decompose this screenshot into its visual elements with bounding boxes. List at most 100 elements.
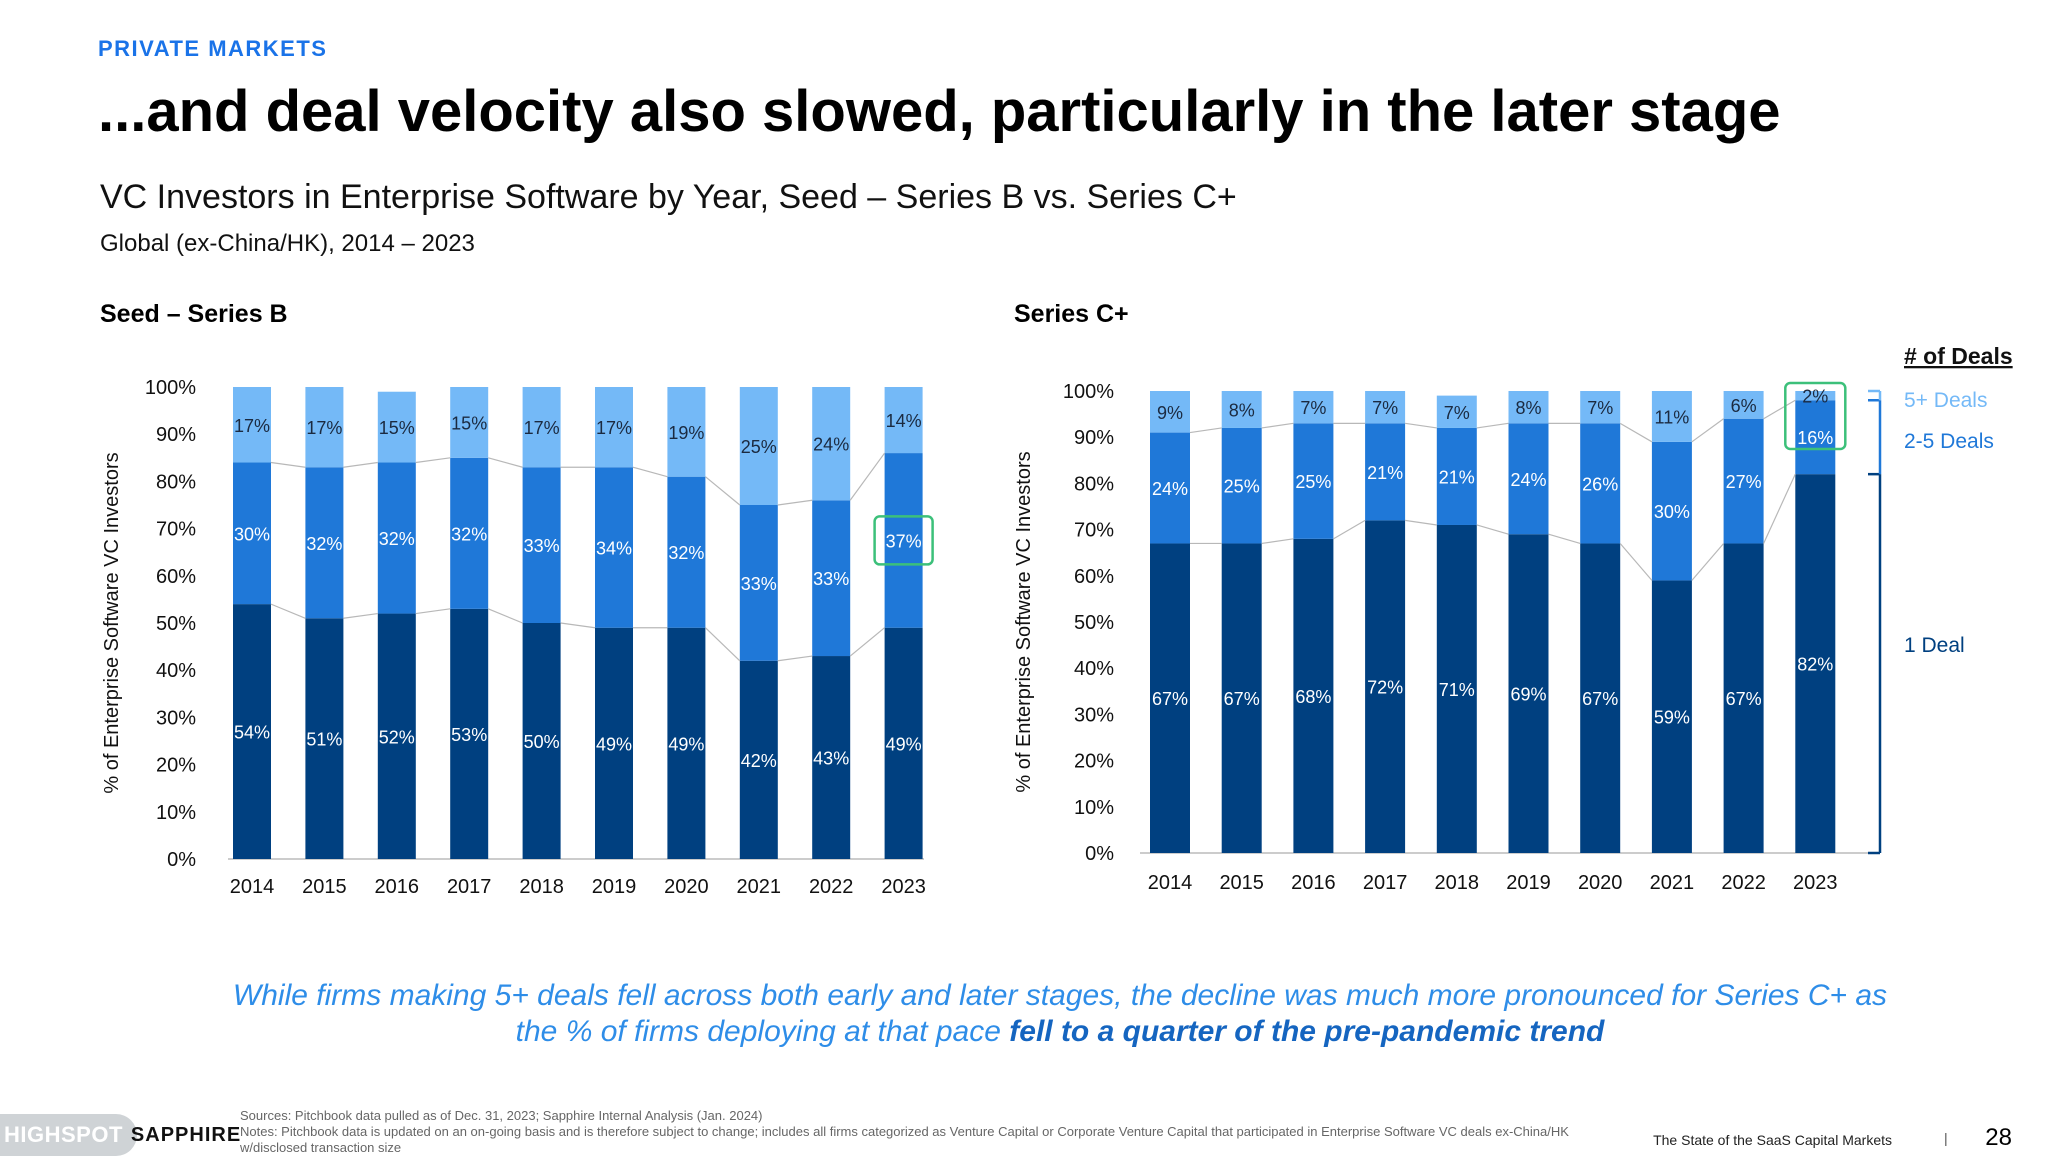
bar-segment-5-deals bbox=[1293, 391, 1334, 424]
data-label: 25% bbox=[1295, 472, 1331, 492]
data-label: 49% bbox=[886, 734, 922, 754]
y-tick-label: 20% bbox=[1074, 751, 1114, 773]
data-label: 2% bbox=[1802, 387, 1828, 407]
x-tick-label: 2014 bbox=[230, 876, 275, 898]
connector-line bbox=[1548, 533, 1581, 545]
bar-segment-2-5-deals bbox=[1365, 423, 1406, 521]
data-label: 33% bbox=[524, 536, 560, 556]
connector-line bbox=[777, 499, 813, 506]
connector-line bbox=[705, 476, 741, 506]
data-label: 6% bbox=[1731, 396, 1757, 416]
x-tick-label: 2015 bbox=[302, 876, 347, 898]
bar-segment-2-5-deals bbox=[1723, 418, 1764, 544]
connector-line bbox=[704, 627, 741, 662]
bar-segment-1-deal bbox=[1795, 474, 1836, 853]
bar-segment-5-deals bbox=[595, 387, 633, 468]
data-label: 54% bbox=[234, 723, 270, 743]
panel-title-seed-series-b: Seed – Series B bbox=[100, 300, 288, 328]
data-label: 33% bbox=[813, 569, 849, 589]
data-label: 8% bbox=[1515, 398, 1541, 418]
takeaway-part1: While firms making 5+ deals fell across … bbox=[232, 979, 1888, 1048]
sources-notes: Sources: Pitchbook data pulled as of Dec… bbox=[240, 1108, 1590, 1156]
bar-segment-1-deal bbox=[595, 627, 633, 859]
connector-line bbox=[415, 457, 451, 464]
sapphire-logo: SAPPHIRE bbox=[130, 1123, 242, 1146]
data-label: 68% bbox=[1295, 687, 1331, 707]
bar-segment-2-5-deals bbox=[1150, 432, 1190, 544]
data-label: 7% bbox=[1444, 403, 1470, 423]
x-tick-label: 2021 bbox=[737, 876, 782, 898]
connector-line bbox=[488, 457, 523, 468]
connector-line bbox=[270, 461, 306, 468]
bar-segment-2-5-deals bbox=[233, 462, 271, 605]
connector-line bbox=[1476, 422, 1509, 429]
connector-line bbox=[1763, 473, 1796, 544]
bar-segment-5-deals bbox=[1436, 395, 1477, 428]
y-tick-label: 80% bbox=[1074, 473, 1114, 495]
sources-line: Sources: Pitchbook data pulled as of Dec… bbox=[240, 1108, 763, 1123]
x-tick-label: 2020 bbox=[664, 876, 709, 898]
connector-line bbox=[849, 627, 885, 657]
bar-segment-1-deal bbox=[1365, 520, 1406, 853]
bar-segment-1-deal bbox=[812, 656, 851, 859]
y-tick-label: 70% bbox=[1074, 520, 1114, 542]
bar-segment-5-deals bbox=[884, 387, 923, 454]
bar-segment-1-deal bbox=[305, 618, 344, 859]
data-label: 17% bbox=[524, 418, 560, 438]
y-tick-label: 30% bbox=[1074, 704, 1114, 726]
data-label: 9% bbox=[1157, 403, 1183, 423]
data-label: 67% bbox=[1152, 689, 1188, 709]
takeaway-emphasis: fell to a quarter of the pre-pandemic tr… bbox=[1009, 1015, 1605, 1048]
y-tick-label: 40% bbox=[156, 660, 196, 682]
connector-line bbox=[1619, 543, 1653, 581]
connector-line bbox=[270, 603, 306, 619]
highspot-badge[interactable]: HIGHSPOT bbox=[0, 1114, 137, 1156]
y-tick-label: 30% bbox=[156, 707, 196, 729]
connector-line bbox=[1691, 543, 1725, 581]
connector-line bbox=[415, 608, 451, 615]
data-label: 30% bbox=[1654, 502, 1690, 522]
y-tick-label: 90% bbox=[1074, 427, 1114, 449]
x-tick-label: 2020 bbox=[1578, 872, 1623, 894]
bar-segment-1-deal bbox=[377, 613, 416, 859]
x-tick-label: 2023 bbox=[881, 876, 926, 898]
connector-line bbox=[1763, 399, 1796, 420]
data-label: 24% bbox=[1152, 479, 1188, 499]
bar-segment-2-5-deals bbox=[377, 462, 416, 614]
connector-line bbox=[1691, 418, 1724, 443]
data-label: 43% bbox=[813, 749, 849, 769]
data-label: 14% bbox=[886, 411, 922, 431]
data-label: 21% bbox=[1439, 467, 1475, 487]
x-tick-label: 2019 bbox=[592, 876, 637, 898]
data-label: 32% bbox=[306, 534, 342, 554]
bar-segment-5-deals bbox=[305, 387, 344, 468]
x-tick-label: 2017 bbox=[1363, 872, 1408, 894]
bar-segment-2-5-deals bbox=[667, 476, 706, 628]
connector-line bbox=[1405, 422, 1437, 429]
takeaway-text: While firms making 5+ deals fell across … bbox=[230, 978, 1890, 1050]
bar-segment-2-5-deals bbox=[450, 457, 489, 609]
bar-segment-5-deals bbox=[1365, 391, 1406, 424]
legend-title: # of Deals bbox=[1904, 343, 2013, 369]
bar-segment-5-deals bbox=[739, 387, 778, 505]
x-tick-label: 2014 bbox=[1148, 872, 1193, 894]
bar-segment-5-deals bbox=[812, 387, 851, 501]
highlight-box bbox=[1784, 381, 1847, 451]
highlight-box bbox=[873, 515, 934, 566]
connector-line bbox=[1261, 422, 1294, 429]
data-label: 82% bbox=[1797, 655, 1833, 675]
connector-line bbox=[632, 466, 668, 478]
data-label: 67% bbox=[1726, 689, 1762, 709]
footer-logo: HIGHSPOT SAPPHIRE bbox=[0, 1112, 241, 1158]
bar-segment-2-5-deals bbox=[1221, 427, 1262, 544]
y-tick-label: 100% bbox=[1063, 381, 1114, 403]
data-label: 17% bbox=[596, 418, 632, 438]
bar-segment-5-deals bbox=[1508, 391, 1549, 424]
bar-segment-1-deal bbox=[522, 623, 561, 859]
bar-segment-1-deal bbox=[1221, 543, 1262, 853]
y-tick-label: 80% bbox=[156, 471, 196, 493]
data-label: 37% bbox=[886, 531, 922, 551]
bar-segment-2-5-deals bbox=[1436, 427, 1477, 525]
connector-line bbox=[1476, 524, 1509, 535]
y-tick-label: 50% bbox=[1074, 612, 1114, 634]
